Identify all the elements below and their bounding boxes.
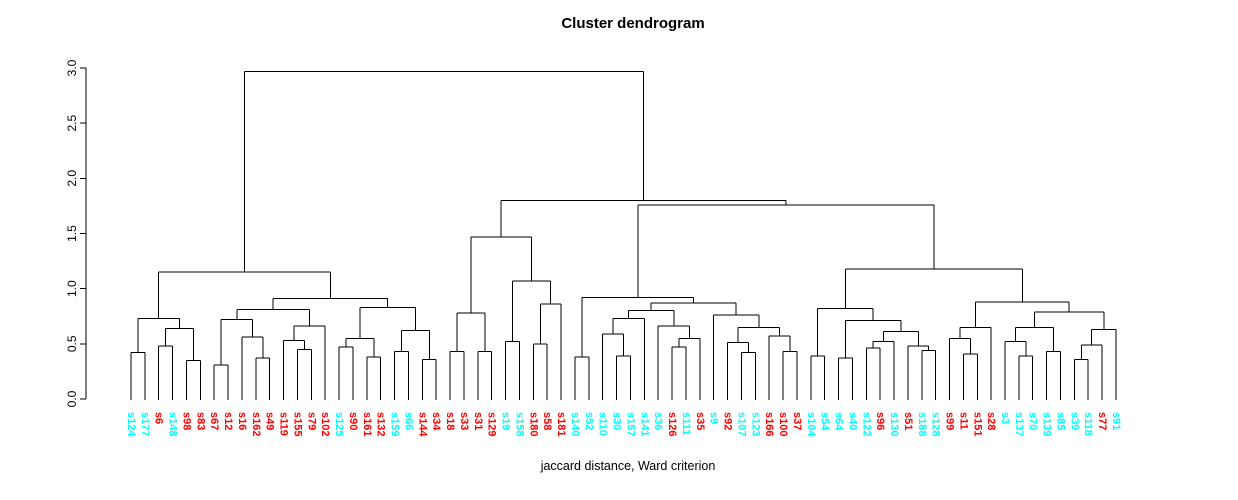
leaf-label: s77 (1096, 412, 1108, 430)
leaf-label: s157 (624, 412, 636, 436)
leaf-label: s52 (583, 412, 595, 430)
y-tick-label: 2.0 (65, 170, 79, 187)
leaf-label: s70 (1027, 412, 1039, 430)
leaf-label: s66 (402, 412, 414, 430)
leaf-label: s128 (930, 412, 942, 436)
leaf-label: s188 (916, 412, 928, 436)
leaf-label: s125 (333, 412, 345, 436)
leaf-label: s28 (985, 412, 997, 430)
leaf-labels: s124 s177 s6 s148 s98 s83 s67 s12 s16 s162 s49 s119… (125, 412, 1122, 437)
leaf-label: s104 (805, 412, 817, 437)
leaf-label: s166 (763, 412, 775, 436)
leaf-label: s31 (472, 412, 484, 430)
leaf-label: s96 (874, 412, 886, 430)
leaf-label: s35 (694, 412, 706, 430)
y-tick-label: 0.5 (65, 335, 79, 352)
leaf-label: s19 (500, 412, 512, 430)
leaf-label: s158 (513, 412, 525, 436)
leaf-label: s98 (180, 412, 192, 430)
leaf-label: s40 (846, 412, 858, 430)
leaf-label: s139 (1041, 412, 1053, 436)
leaf-label: s148 (167, 412, 179, 436)
y-tick-label: 2.5 (65, 115, 79, 132)
leaf-label: s64 (833, 412, 845, 431)
leaf-label: s39 (1068, 412, 1080, 430)
leaf-label: s177 (139, 412, 151, 436)
leaf-label: s140 (569, 412, 581, 436)
leaf-label: s79 (305, 412, 317, 430)
leaf-label: s51 (902, 412, 914, 430)
y-axis: 0.0 0.5 1.0 1.5 2.0 2.5 3.0 (65, 59, 87, 407)
y-tick-label: 3.0 (65, 59, 79, 76)
leaf-label: s12 (222, 412, 234, 430)
leaf-label: s123 (749, 412, 761, 436)
leaf-label: s102 (319, 412, 331, 436)
leaf-label: s111 (680, 412, 692, 435)
leaf-label: s161 (361, 412, 373, 436)
chart-title: Cluster dendrogram (561, 15, 705, 32)
leaf-label: s92 (722, 412, 734, 430)
leaf-label: s124 (125, 412, 137, 437)
y-tick-label: 0.0 (65, 390, 79, 407)
leaf-label: s129 (486, 412, 498, 436)
leaf-label: s162 (250, 412, 262, 436)
leaf-label: s11 (957, 412, 969, 430)
leaf-label: s180 (527, 412, 539, 436)
leaf-label: s122 (860, 412, 872, 436)
leaf-label: s58 (541, 412, 553, 430)
leaf-label: s99 (944, 412, 956, 430)
leaf-label: s67 (208, 412, 220, 430)
y-tick-label: 1.0 (65, 280, 79, 297)
leaf-label: s9 (708, 412, 720, 424)
leaf-label: s30 (611, 412, 623, 430)
leaf-label: s49 (264, 412, 276, 430)
x-axis-caption: jaccard distance, Ward criterion (540, 459, 716, 473)
y-tick-label: 1.5 (65, 225, 79, 242)
leaf-label: s144 (416, 412, 428, 437)
leaf-label: s137 (1013, 412, 1025, 436)
leaf-label: s85 (1054, 412, 1066, 430)
leaf-label: s34 (430, 412, 442, 431)
leaf-label: s91 (1110, 412, 1122, 430)
leaf-label: s33 (458, 412, 470, 430)
leaf-label: s36 (652, 412, 664, 430)
leaf-label: s3 (999, 412, 1011, 424)
leaf-label: s118 (1082, 412, 1094, 436)
dendrogram-links (130, 70, 1117, 400)
leaf-label: s54 (819, 412, 831, 431)
leaf-label: s90 (347, 412, 359, 430)
leaf-label: s141 (638, 412, 650, 436)
leaf-label: s107 (735, 412, 747, 436)
leaf-label: s100 (777, 412, 789, 436)
leaf-label: s155 (291, 412, 303, 436)
leaf-label: s110 (597, 412, 609, 436)
leaf-label: s181 (555, 412, 567, 436)
leaf-label: s130 (888, 412, 900, 436)
leaf-label: s18 (444, 412, 456, 430)
leaf-label: s126 (666, 412, 678, 436)
leaf-label: s16 (236, 412, 248, 430)
leaf-label: s37 (791, 412, 803, 430)
leaf-label: s83 (194, 412, 206, 430)
leaf-label: s151 (971, 412, 983, 436)
leaf-label: s119 (278, 412, 290, 436)
leaf-label: s132 (375, 412, 387, 436)
leaf-label: s6 (153, 412, 165, 424)
leaf-label: s159 (389, 412, 401, 436)
